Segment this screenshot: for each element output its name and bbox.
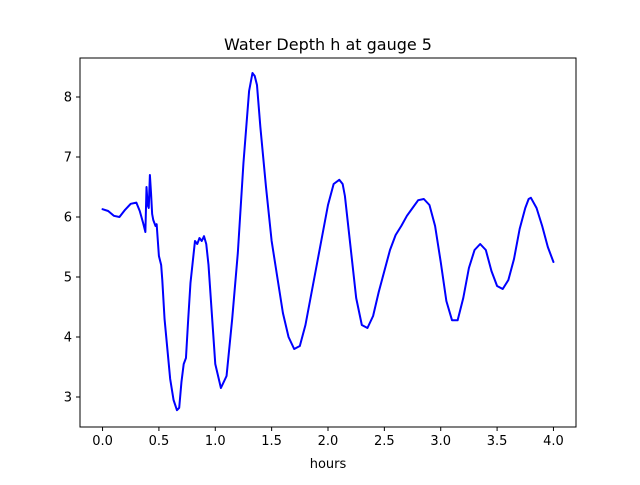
y-tick-label: 8: [64, 91, 72, 106]
y-tick-label: 6: [64, 211, 72, 226]
x-tick-label: 3.5: [487, 434, 508, 449]
x-tick-label: 1.5: [261, 434, 282, 449]
x-tick-label: 0.5: [149, 434, 170, 449]
x-tick-label: 2.0: [318, 434, 339, 449]
plot-area: 0.0 0.5 1.0 1.5 2.0 2.5 3.0 3.5 4.0 3 4 5 6 7 8: [64, 57, 577, 449]
y-tick-label: 5: [64, 271, 72, 286]
y-tick-label: 7: [64, 151, 72, 166]
x-tick-label: 3.0: [430, 434, 451, 449]
series-line-0: [101, 72, 555, 412]
x-tick-label: 4.0: [543, 434, 564, 449]
y-tick-label: 3: [64, 391, 72, 406]
x-tick-label: 2.5: [374, 434, 395, 449]
x-axis-label: hours: [310, 457, 347, 472]
chart-title: Water Depth h at gauge 5: [224, 35, 432, 54]
x-tick-label: 1.0: [205, 434, 226, 449]
y-tick-label: 4: [64, 331, 72, 346]
x-tick-label: 0.0: [92, 434, 113, 449]
